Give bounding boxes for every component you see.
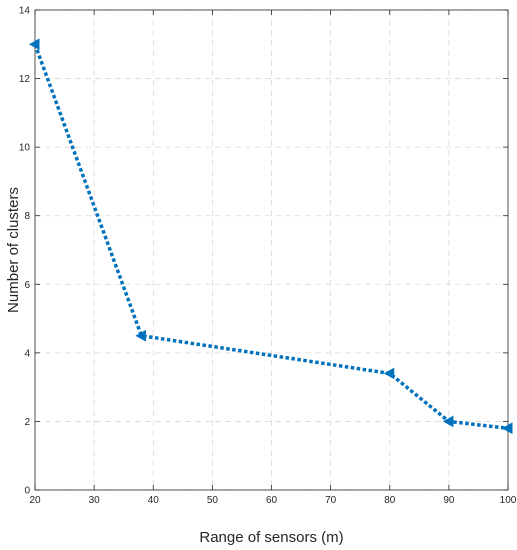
x-tick-label: 30 — [89, 495, 101, 506]
y-tick-label: 2 — [24, 417, 30, 428]
x-tick-label: 20 — [29, 495, 41, 506]
x-tick-label: 100 — [500, 495, 517, 506]
x-tick-label: 70 — [325, 495, 337, 506]
x-tick-label: 50 — [207, 495, 219, 506]
y-tick-label: 0 — [24, 486, 30, 497]
x-axis-ticks: 20 30 40 50 60 70 80 90 100 — [29, 10, 517, 506]
x-tick-label: 40 — [148, 495, 160, 506]
data-point-marker — [442, 415, 454, 428]
data-point-marker — [383, 367, 395, 380]
data-point-marker — [135, 329, 146, 342]
y-axis-ticks: 0 2 4 6 8 10 12 14 — [19, 6, 508, 497]
y-axis-label: Number of clusters — [5, 187, 22, 313]
x-tick-label: 90 — [443, 495, 455, 506]
y-tick-label: 12 — [19, 74, 31, 85]
grid — [34, 9, 509, 491]
y-tick-label: 6 — [24, 280, 30, 291]
x-tick-label: 60 — [266, 495, 278, 506]
data-point-marker — [501, 422, 513, 435]
x-tick-label: 80 — [384, 495, 396, 506]
series-group — [28, 38, 513, 435]
data-point-marker — [28, 38, 40, 51]
y-tick-label: 14 — [19, 6, 31, 17]
y-tick-label: 8 — [24, 211, 30, 222]
y-tick-label: 4 — [24, 348, 30, 359]
y-tick-label: 10 — [19, 143, 31, 154]
x-axis-label: Range of sensors (m) — [199, 529, 343, 546]
